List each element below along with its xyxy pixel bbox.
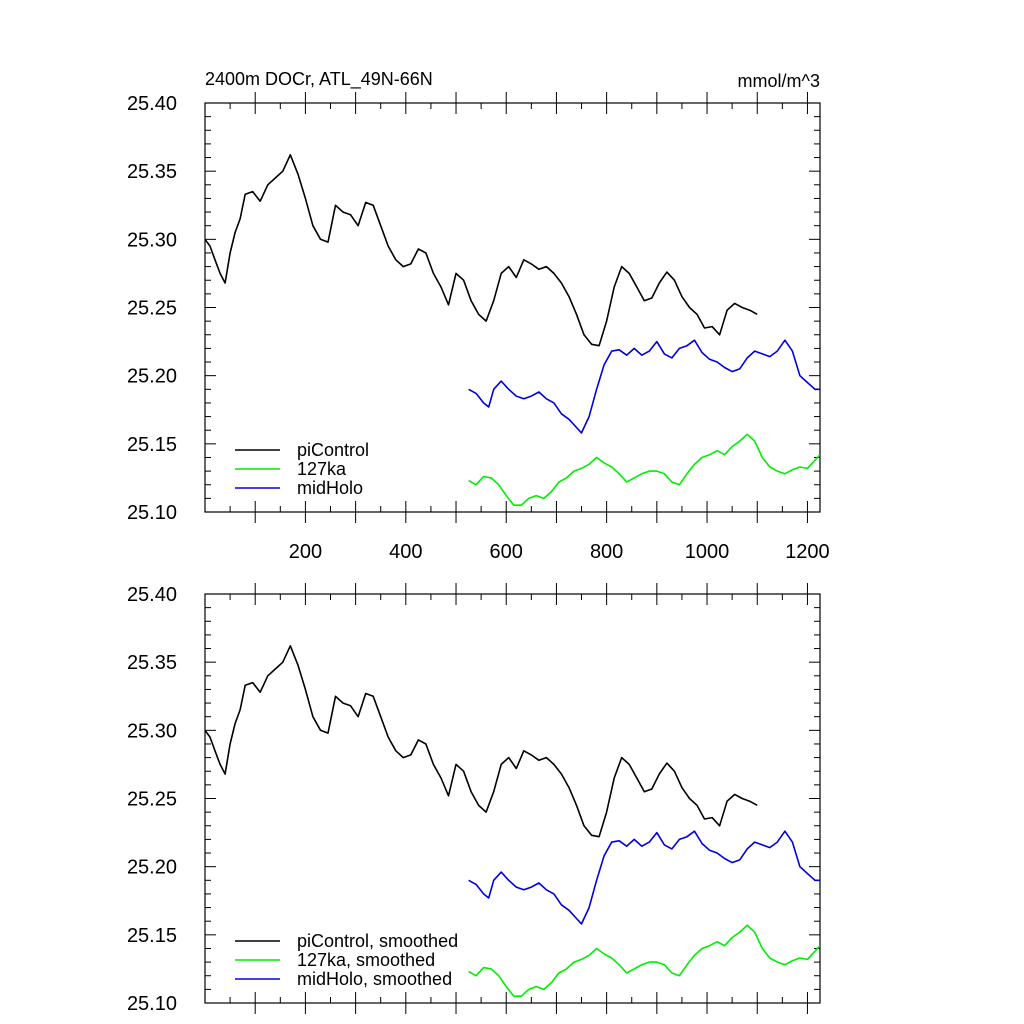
legend-label-127ka: 127ka <box>297 459 347 479</box>
bottom-plot-area: 25.10 25.15 25.20 25.25 25.30 25.35 25.40 piCon… <box>127 583 821 1015</box>
y-tick-label: 25.25 <box>127 789 177 811</box>
series-line-picontrol <box>205 644 758 838</box>
x-tick-label: 600 <box>490 541 523 563</box>
top-plot-area: 25.10 25.15 25.20 25.25 25.30 25.35 25.40 200 40… <box>127 92 830 563</box>
series-line-midholo <box>468 339 820 434</box>
units-label: mmol/m^3 <box>738 71 820 91</box>
series-group <box>205 154 820 507</box>
chart-title: 2400m DOCr, ATL_49N-66N <box>205 69 433 90</box>
y-tick-label: 25.25 <box>127 298 177 320</box>
series-line-127ka <box>468 433 820 507</box>
legend-label-midholo: midHolo <box>297 478 363 498</box>
series-line-picontrol <box>205 154 758 347</box>
legend-label-midholo: midHolo, smoothed <box>297 969 452 989</box>
x-tick-label: 200 <box>289 541 322 563</box>
series-line-midholo <box>468 830 820 925</box>
y-tick-label: 25.10 <box>127 502 177 524</box>
y-tick-label: 25.35 <box>127 652 177 674</box>
y-tick-label: 25.30 <box>127 229 177 251</box>
y-tick-label: 25.30 <box>127 720 177 742</box>
y-tick-label: 25.20 <box>127 366 177 388</box>
y-tick-label: 25.35 <box>127 161 177 183</box>
y-tick-label: 25.40 <box>127 93 177 115</box>
series-line-127ka <box>468 924 820 998</box>
y-tick-label: 25.15 <box>127 434 177 456</box>
x-tick-label: 400 <box>389 541 422 563</box>
x-tick-label: 800 <box>590 541 623 563</box>
legend-label-127ka: 127ka, smoothed <box>297 950 435 970</box>
series-group <box>205 644 820 998</box>
y-tick-label: 25.15 <box>127 925 177 947</box>
y-tick-label: 25.10 <box>127 993 177 1015</box>
y-tick-label: 25.40 <box>127 584 177 606</box>
x-tick-label: 1200 <box>785 541 830 563</box>
legend-label-picontrol: piControl <box>297 440 369 460</box>
x-tick-label: 1000 <box>685 541 730 563</box>
y-tick-label: 25.20 <box>127 857 177 879</box>
legend-label-picontrol: piControl, smoothed <box>297 931 458 951</box>
